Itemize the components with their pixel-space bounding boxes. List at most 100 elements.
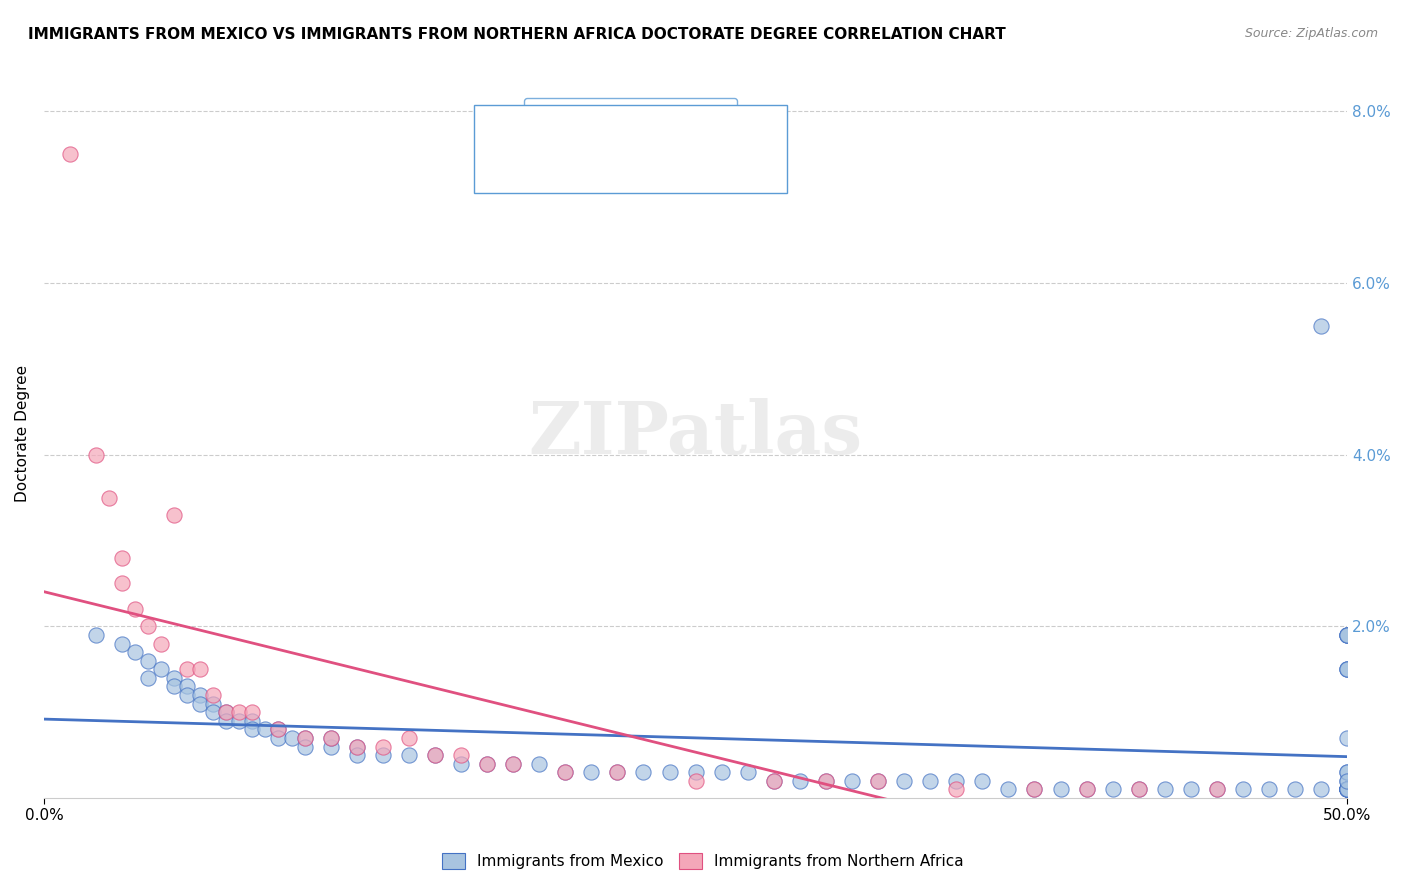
Point <box>762 773 785 788</box>
Point <box>1206 782 1229 797</box>
Point <box>371 739 394 754</box>
Point <box>475 756 498 771</box>
Point <box>1336 628 1358 642</box>
Point <box>972 773 994 788</box>
Point <box>176 680 198 694</box>
Point <box>254 723 277 737</box>
Point <box>1336 782 1358 797</box>
Point <box>868 773 890 788</box>
Point <box>423 748 446 763</box>
Point <box>1128 782 1150 797</box>
Point <box>136 671 159 685</box>
Point <box>1336 782 1358 797</box>
Point <box>1336 782 1358 797</box>
Point <box>163 680 186 694</box>
Point <box>554 765 576 780</box>
Point <box>319 731 342 745</box>
Point <box>111 636 134 650</box>
Point <box>658 765 681 780</box>
Point <box>136 654 159 668</box>
Point <box>997 782 1019 797</box>
Point <box>1024 782 1046 797</box>
Point <box>1049 782 1071 797</box>
Point <box>1336 628 1358 642</box>
Point <box>188 688 211 702</box>
Point <box>423 748 446 763</box>
Point <box>202 697 225 711</box>
Point <box>188 662 211 676</box>
Point <box>606 765 628 780</box>
Point <box>1076 782 1098 797</box>
Point <box>228 714 250 728</box>
Point <box>215 705 238 719</box>
Point <box>1336 782 1358 797</box>
Point <box>920 773 942 788</box>
Point <box>762 773 785 788</box>
Point <box>502 756 524 771</box>
Point <box>1128 782 1150 797</box>
Point <box>59 147 82 161</box>
Point <box>176 662 198 676</box>
Point <box>267 723 290 737</box>
Point <box>633 765 655 780</box>
Text: IMMIGRANTS FROM MEXICO VS IMMIGRANTS FROM NORTHERN AFRICA DOCTORATE DEGREE CORRE: IMMIGRANTS FROM MEXICO VS IMMIGRANTS FRO… <box>28 27 1005 42</box>
Point <box>346 748 368 763</box>
Point <box>215 705 238 719</box>
Point <box>202 705 225 719</box>
Point <box>1180 782 1202 797</box>
Point <box>1206 782 1229 797</box>
Point <box>893 773 915 788</box>
Point <box>202 688 225 702</box>
Point <box>242 714 264 728</box>
Point <box>945 773 967 788</box>
Point <box>1024 782 1046 797</box>
Text: ZIPatlas: ZIPatlas <box>529 398 863 469</box>
Point <box>685 765 707 780</box>
Point <box>1336 662 1358 676</box>
Point <box>1336 782 1358 797</box>
Point <box>84 628 107 642</box>
Point <box>710 765 733 780</box>
Text: Source: ZipAtlas.com: Source: ZipAtlas.com <box>1244 27 1378 40</box>
Point <box>98 491 121 505</box>
Point <box>319 739 342 754</box>
Point <box>84 448 107 462</box>
Point <box>371 748 394 763</box>
Point <box>280 731 302 745</box>
Point <box>346 739 368 754</box>
Point <box>685 773 707 788</box>
FancyBboxPatch shape <box>474 105 787 193</box>
Point <box>1336 782 1358 797</box>
Point <box>1336 628 1358 642</box>
Point <box>267 723 290 737</box>
Point <box>176 688 198 702</box>
Point <box>1153 782 1175 797</box>
Point <box>841 773 863 788</box>
Point <box>450 756 472 771</box>
Point <box>228 705 250 719</box>
Point <box>814 773 837 788</box>
Point <box>124 645 146 659</box>
Point <box>242 705 264 719</box>
Point <box>294 739 316 754</box>
Point <box>150 662 173 676</box>
Point <box>242 723 264 737</box>
Point <box>111 576 134 591</box>
Point <box>1336 662 1358 676</box>
Point <box>398 748 420 763</box>
Point <box>1336 765 1358 780</box>
Point <box>188 697 211 711</box>
Point <box>450 748 472 763</box>
Point <box>1336 773 1358 788</box>
Point <box>267 731 290 745</box>
Point <box>163 671 186 685</box>
Point <box>294 731 316 745</box>
Point <box>294 731 316 745</box>
Point <box>814 773 837 788</box>
Point <box>163 508 186 522</box>
Point <box>1336 731 1358 745</box>
Point <box>1336 782 1358 797</box>
Point <box>136 619 159 633</box>
Point <box>1258 782 1281 797</box>
Point <box>502 756 524 771</box>
